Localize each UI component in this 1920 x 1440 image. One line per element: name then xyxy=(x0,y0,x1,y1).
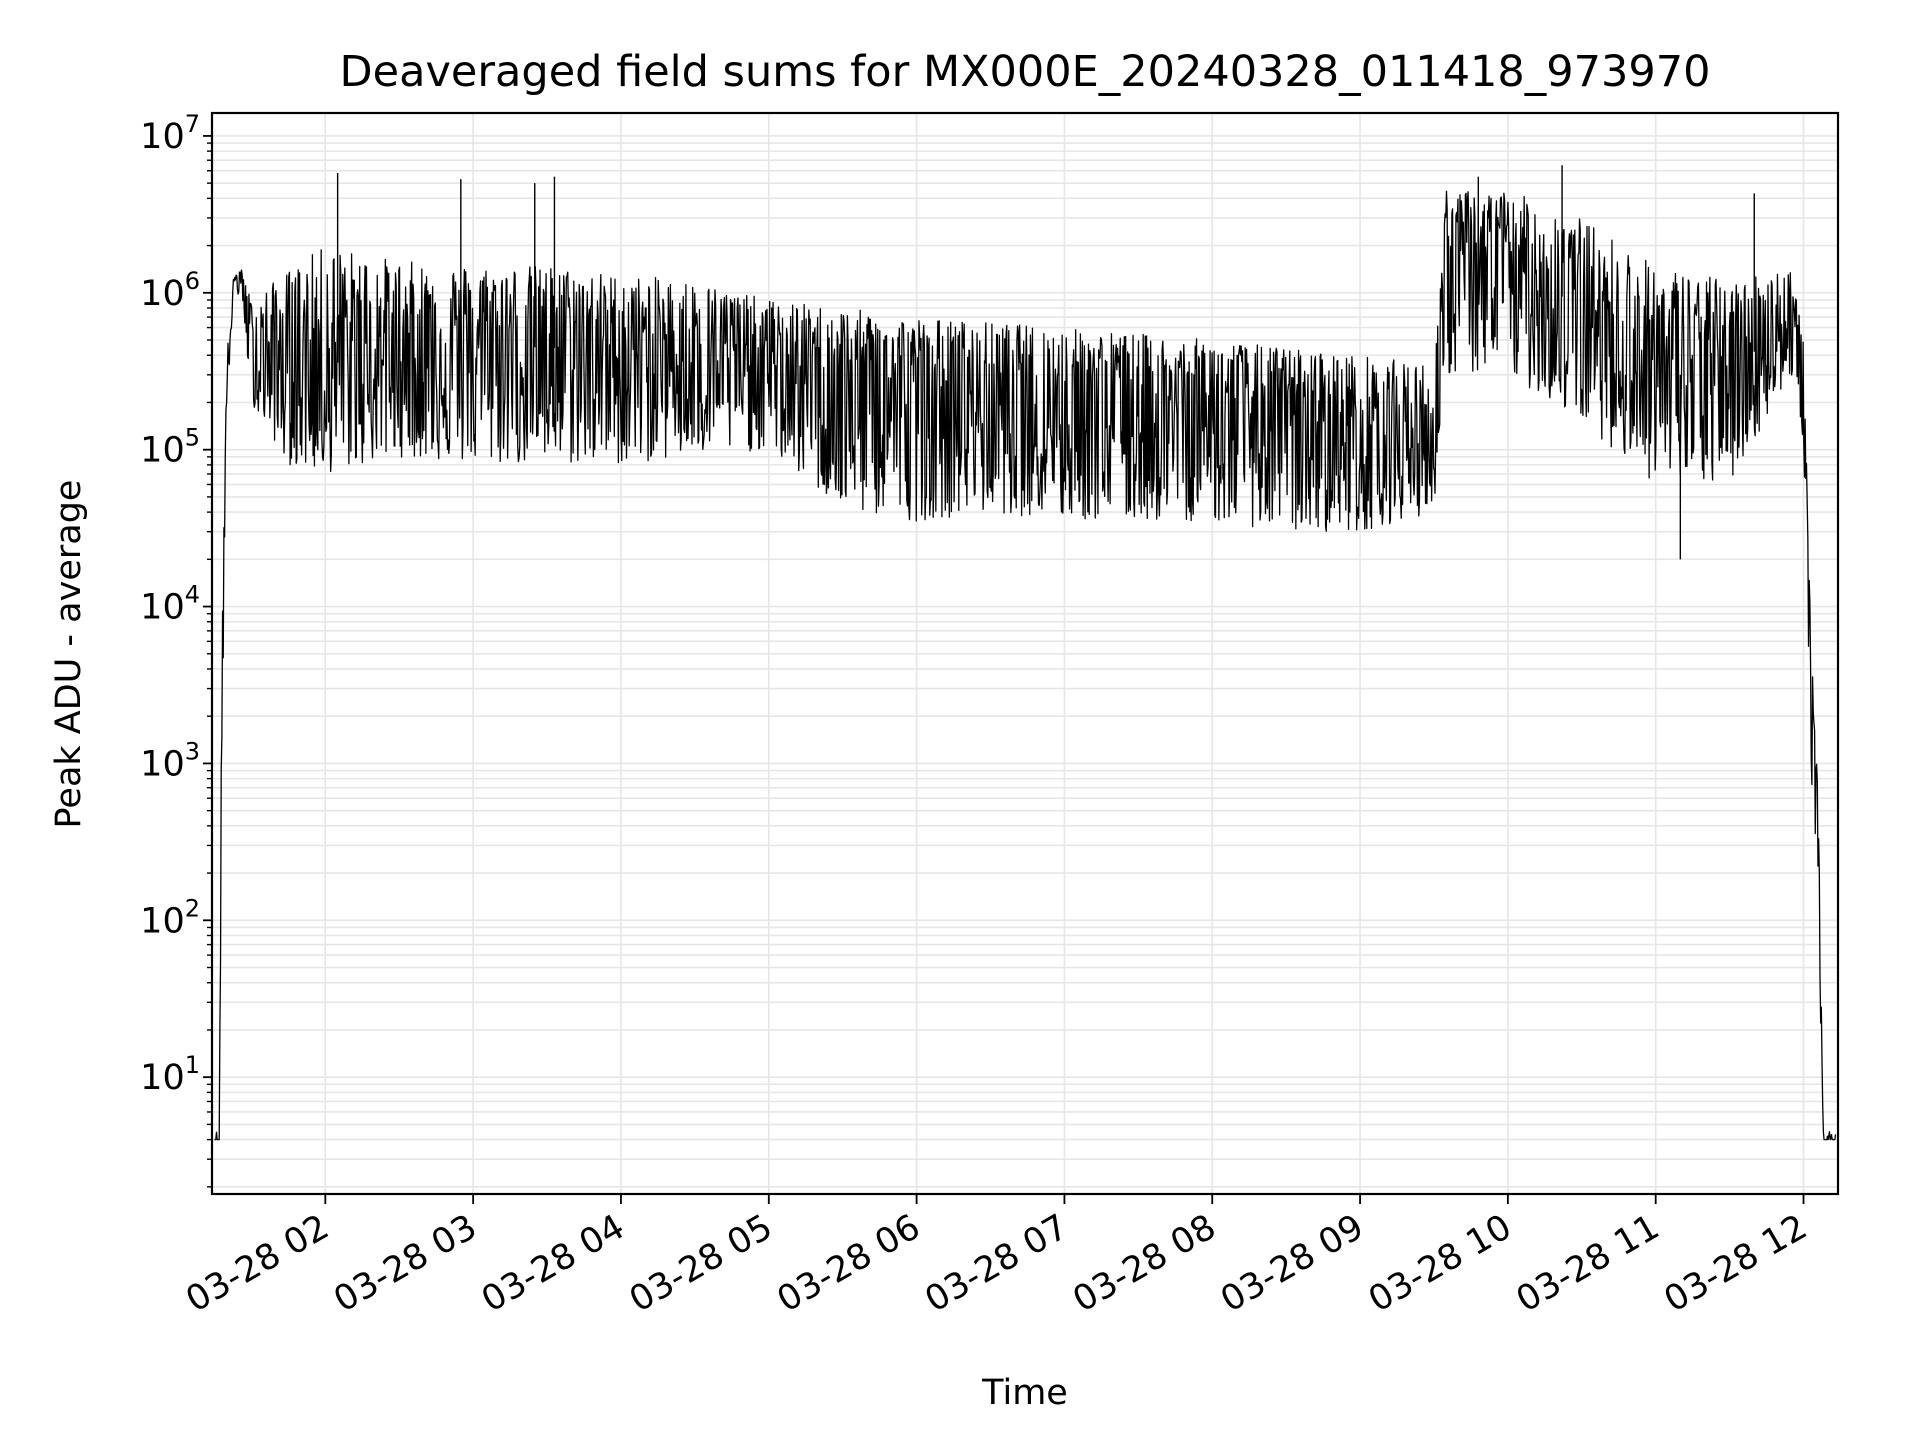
data-series xyxy=(214,165,1837,1141)
y-tick-label: 101 xyxy=(140,1051,200,1098)
y-axis-label: Peak ADU - average xyxy=(49,480,89,829)
y-tick-label: 104 xyxy=(140,581,200,628)
minor-gridlines xyxy=(212,142,1838,1188)
y-tick-label: 102 xyxy=(140,894,200,941)
y-tick-label: 105 xyxy=(140,424,200,471)
series-line xyxy=(214,190,1837,1141)
chart-title: Deaveraged field sums for MX000E_2024032… xyxy=(340,47,1711,97)
y-tick-label: 103 xyxy=(140,737,200,784)
x-axis-label: Time xyxy=(981,1373,1068,1413)
y-tick-label: 107 xyxy=(140,110,200,157)
y-axis-ticks: 101 102 103 104 105 106 107 xyxy=(140,110,212,1188)
y-tick-label: 106 xyxy=(140,267,200,314)
